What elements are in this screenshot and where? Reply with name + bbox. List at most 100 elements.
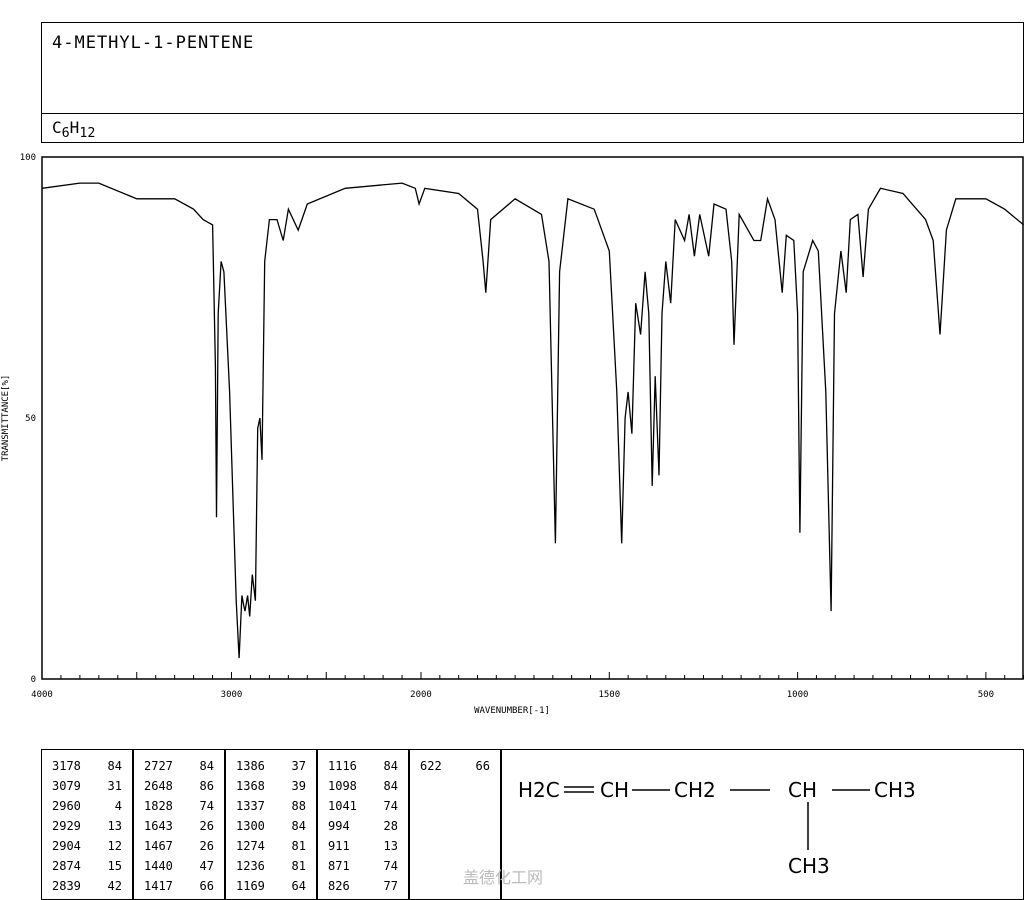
peak-transmittance: 84: [107, 759, 122, 773]
peak-row: 1337 88: [236, 796, 306, 816]
peak-transmittance: 4: [114, 799, 122, 813]
peak-row: 1300 84: [236, 816, 306, 836]
peak-wavenumber: 2648: [144, 779, 173, 793]
peak-row: 1116 84: [328, 756, 398, 776]
peak-row: 1417 66: [144, 876, 214, 896]
peak-transmittance: 66: [199, 879, 214, 893]
peak-row: 1643 26: [144, 816, 214, 836]
atom-ch: CH: [600, 778, 630, 802]
peak-wavenumber: 871: [328, 859, 350, 873]
peak-transmittance: 81: [291, 839, 306, 853]
structure-diagram: H2C CH CH2 CH CH3 CH3: [502, 750, 1023, 899]
peak-transmittance: 13: [107, 819, 122, 833]
peak-wavenumber: 3178: [52, 759, 81, 773]
peak-transmittance: 12: [107, 839, 122, 853]
peak-transmittance: 47: [199, 859, 214, 873]
formula-c-count: 6: [61, 126, 70, 142]
peak-wavenumber: 2960: [52, 799, 81, 813]
peak-transmittance: 39: [291, 779, 306, 793]
peak-row: 622 66: [420, 756, 490, 776]
atom-ch3: CH3: [874, 778, 916, 802]
peak-transmittance: 26: [199, 819, 214, 833]
peak-row: 3079 31: [52, 776, 122, 796]
peak-table: 3178 84 3079 31 2960 4 2929 13 2904 12 2874 15 2839 4…: [41, 749, 1024, 900]
x-tick-label: 2000: [410, 690, 432, 700]
peak-row: 1236 81: [236, 856, 306, 876]
peak-wavenumber: 2874: [52, 859, 81, 873]
peak-column: 3178 84 3079 31 2960 4 2929 13 2904 12 2874 15 2839 4…: [42, 750, 134, 899]
peak-transmittance: 74: [383, 799, 398, 813]
peak-wavenumber: 1386: [236, 759, 265, 773]
peak-row: 2929 13: [52, 816, 122, 836]
formula-c: C: [52, 118, 62, 137]
peak-wavenumber: 1467: [144, 839, 173, 853]
peak-wavenumber: 2904: [52, 839, 81, 853]
peak-column: 622 66: [410, 750, 502, 899]
peak-transmittance: 26: [199, 839, 214, 853]
peak-transmittance: 15: [107, 859, 122, 873]
peak-wavenumber: 3079: [52, 779, 81, 793]
formula-h: H: [69, 118, 80, 137]
peak-row: 1274 81: [236, 836, 306, 856]
y-tick-label: 100: [20, 153, 36, 163]
x-tick-label: 4000: [31, 690, 53, 700]
peak-transmittance: 84: [199, 759, 214, 773]
spectrum-line: [41, 182, 1024, 659]
x-tick-label: 1500: [598, 690, 620, 700]
peak-row: 1368 39: [236, 776, 306, 796]
peak-wavenumber: 1417: [144, 879, 173, 893]
peak-wavenumber: 994: [328, 819, 350, 833]
peak-transmittance: 84: [291, 819, 306, 833]
peak-wavenumber: 1274: [236, 839, 265, 853]
plot-frame: [41, 156, 1024, 680]
peak-row: 2648 86: [144, 776, 214, 796]
peak-wavenumber: 1169: [236, 879, 265, 893]
peak-transmittance: 13: [383, 839, 398, 853]
peak-row: 1041 74: [328, 796, 398, 816]
peak-transmittance: 74: [199, 799, 214, 813]
peak-row: 994 28: [328, 816, 398, 836]
atom-branch-ch3: CH3: [788, 854, 830, 878]
atom-ch2: CH2: [674, 778, 716, 802]
peak-row: 2839 42: [52, 876, 122, 896]
y-tick-label: 0: [31, 675, 36, 685]
peak-transmittance: 42: [107, 879, 122, 893]
peak-wavenumber: 1368: [236, 779, 265, 793]
formula-h-count: 12: [79, 126, 96, 142]
peak-wavenumber: 1337: [236, 799, 265, 813]
peak-transmittance: 84: [383, 759, 398, 773]
peak-wavenumber: 2839: [52, 879, 81, 893]
peak-wavenumber: 1098: [328, 779, 357, 793]
molecular-formula: C6H12: [41, 113, 1024, 143]
peak-wavenumber: 1041: [328, 799, 357, 813]
peak-transmittance: 31: [107, 779, 122, 793]
x-tick-label: 1000: [787, 690, 809, 700]
peak-row: 1828 74: [144, 796, 214, 816]
peak-row: 1467 26: [144, 836, 214, 856]
peak-transmittance: 64: [291, 879, 306, 893]
peak-transmittance: 84: [383, 779, 398, 793]
peak-row: 3178 84: [52, 756, 122, 776]
peak-wavenumber: 2727: [144, 759, 173, 773]
peak-row: 1098 84: [328, 776, 398, 796]
peak-transmittance: 37: [291, 759, 306, 773]
peak-wavenumber: 1643: [144, 819, 173, 833]
ir-spectrum-chart: 4000 3000 2000 1500 1000 500 0 50 100 WAVENUMBER…: [1, 153, 1024, 716]
structure-bonds: [564, 786, 870, 850]
peak-wavenumber: 1440: [144, 859, 173, 873]
peak-transmittance: 81: [291, 859, 306, 873]
peak-column: 1116 84 1098 84 1041 74 994 28 911 13 871 74 826 77: [318, 750, 410, 899]
peak-transmittance: 86: [199, 779, 214, 793]
peak-row: 826 77: [328, 876, 398, 896]
peak-transmittance: 77: [383, 879, 398, 893]
peak-wavenumber: 1828: [144, 799, 173, 813]
x-axis-label: WAVENUMBER[-1]: [474, 706, 550, 716]
peak-row: 1440 47: [144, 856, 214, 876]
peak-wavenumber: 2929: [52, 819, 81, 833]
x-tick-label: 500: [978, 690, 994, 700]
peak-transmittance: 66: [475, 759, 490, 773]
watermark: 盖德化工网: [463, 868, 544, 887]
peak-row: 2727 84: [144, 756, 214, 776]
peak-row: 2874 15: [52, 856, 122, 876]
peak-wavenumber: 1116: [328, 759, 357, 773]
